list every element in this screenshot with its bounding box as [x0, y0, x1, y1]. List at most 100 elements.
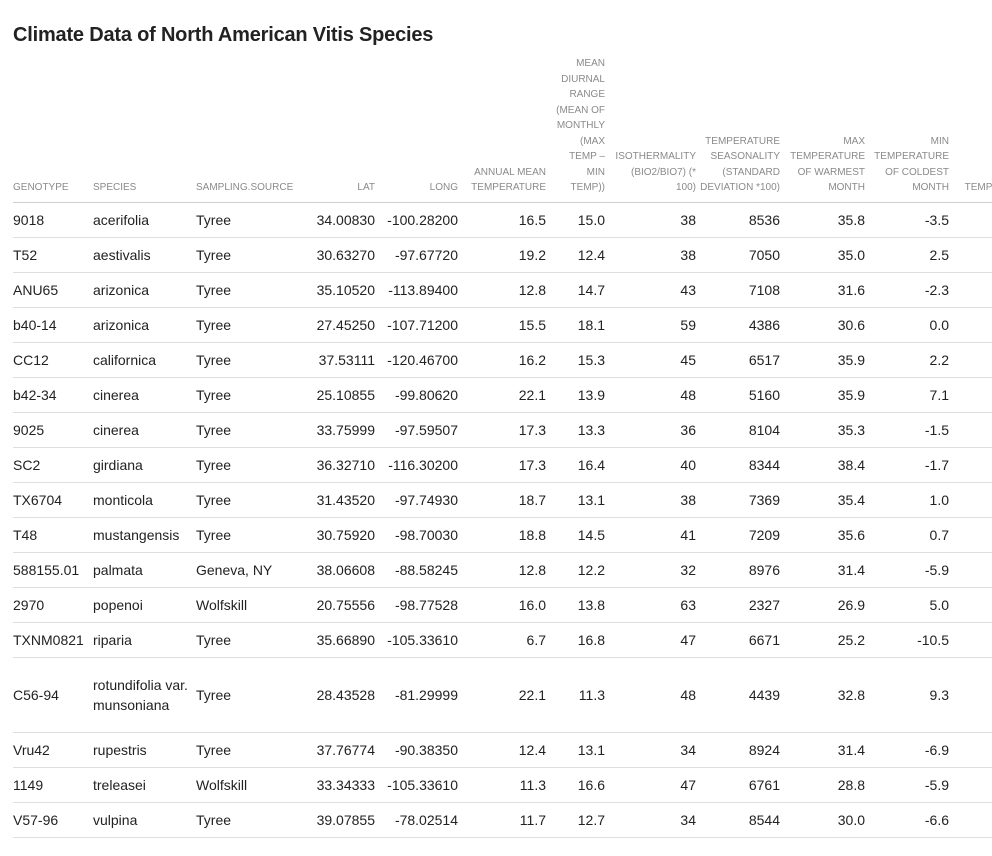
cell-long: -98.70030 — [375, 517, 458, 553]
cell-lat: 37.53111 — [304, 342, 375, 378]
cell-isothermality: 47 — [605, 622, 696, 658]
cell-min-temperature-coldest-month: -5.9 — [865, 552, 949, 588]
cell-lat: 25.10855 — [304, 377, 375, 413]
cell-min-temperature-coldest-month: 5.0 — [865, 587, 949, 623]
climate-data-table: GENOTYPE SPECIES SAMPLING.SOURCE LAT LONG ANN… — [13, 56, 992, 838]
cell-max-temperature-warmest-month: 25.2 — [780, 622, 865, 658]
cell-species: acerifolia — [93, 202, 196, 238]
table-row: V57-96 vulpina Tyree 39.07855 -78.02514 11.7 1… — [13, 802, 992, 838]
table-row: TXNM0821 riparia Tyree 35.66890 -105.33610 6.… — [13, 622, 992, 658]
cell-max-temperature-warmest-month: 28.8 — [780, 767, 865, 803]
cell-mean-diurnal-range: 16.4 — [546, 447, 605, 483]
cell-genotype: SC2 — [13, 447, 93, 483]
cell-isothermality: 38 — [605, 237, 696, 273]
table-row: Vru42 rupestris Tyree 37.76774 -90.38350 12.4… — [13, 732, 992, 768]
cell-temperature-annual-range — [949, 657, 992, 733]
cell-species: vulpina — [93, 802, 196, 838]
cell-max-temperature-warmest-month: 35.9 — [780, 377, 865, 413]
cell-sampling-source: Tyree — [196, 342, 304, 378]
cell-sampling-source: Tyree — [196, 657, 304, 733]
cell-mean-diurnal-range: 13.1 — [546, 482, 605, 518]
cell-temperature-seasonality: 7108 — [696, 272, 780, 308]
column-header-long: LONG — [375, 56, 458, 203]
cell-long: -100.28200 — [375, 202, 458, 238]
cell-annual-mean-temperature: 17.3 — [458, 447, 546, 483]
cell-species: riparia — [93, 622, 196, 658]
cell-temperature-seasonality: 8104 — [696, 412, 780, 448]
cell-mean-diurnal-range: 13.1 — [546, 732, 605, 768]
cell-isothermality: 36 — [605, 412, 696, 448]
cell-isothermality: 40 — [605, 447, 696, 483]
cell-sampling-source: Tyree — [196, 482, 304, 518]
cell-genotype: 9025 — [13, 412, 93, 448]
cell-max-temperature-warmest-month: 30.6 — [780, 307, 865, 343]
cell-mean-diurnal-range: 14.5 — [546, 517, 605, 553]
cell-genotype: C56-94 — [13, 657, 93, 733]
cell-isothermality: 38 — [605, 482, 696, 518]
cell-min-temperature-coldest-month: 0.0 — [865, 307, 949, 343]
cell-mean-diurnal-range: 12.4 — [546, 237, 605, 273]
cell-sampling-source: Tyree — [196, 202, 304, 238]
cell-temperature-seasonality: 8536 — [696, 202, 780, 238]
cell-annual-mean-temperature: 16.2 — [458, 342, 546, 378]
cell-min-temperature-coldest-month: -3.5 — [865, 202, 949, 238]
cell-temperature-seasonality: 7050 — [696, 237, 780, 273]
cell-lat: 20.75556 — [304, 587, 375, 623]
cell-species: palmata — [93, 552, 196, 588]
table-row: SC2 girdiana Tyree 36.32710 -116.30200 17.3 16… — [13, 447, 992, 483]
cell-lat: 39.07855 — [304, 802, 375, 838]
cell-max-temperature-warmest-month: 35.3 — [780, 412, 865, 448]
column-header-label: MAX TEMPERATURE OF WARMEST MONTH — [790, 135, 865, 194]
cell-long: -81.29999 — [375, 657, 458, 733]
cell-lat: 30.75920 — [304, 517, 375, 553]
cell-temperature-annual-range — [949, 622, 992, 658]
cell-isothermality: 41 — [605, 517, 696, 553]
cell-temperature-seasonality: 4439 — [696, 657, 780, 733]
column-header-label: MEAN DIURNAL RANGE (MEAN OF MONTHLY (MAX… — [556, 58, 605, 193]
cell-lat: 27.45250 — [304, 307, 375, 343]
cell-max-temperature-warmest-month: 35.9 — [780, 342, 865, 378]
cell-min-temperature-coldest-month: -5.9 — [865, 767, 949, 803]
cell-min-temperature-coldest-month: 0.7 — [865, 517, 949, 553]
cell-isothermality: 43 — [605, 272, 696, 308]
cell-lat: 31.43520 — [304, 482, 375, 518]
cell-temperature-annual-range — [949, 307, 992, 343]
cell-temperature-seasonality: 8344 — [696, 447, 780, 483]
cell-mean-diurnal-range: 15.3 — [546, 342, 605, 378]
table-row: CC12 californica Tyree 37.53111 -120.46700 16… — [13, 342, 992, 378]
table-body: 9018 acerifolia Tyree 34.00830 -100.28200 16.… — [13, 202, 992, 838]
cell-lat: 35.66890 — [304, 622, 375, 658]
cell-genotype: 2970 — [13, 587, 93, 623]
cell-isothermality: 47 — [605, 767, 696, 803]
cell-mean-diurnal-range: 15.0 — [546, 202, 605, 238]
cell-annual-mean-temperature: 6.7 — [458, 622, 546, 658]
cell-isothermality: 38 — [605, 202, 696, 238]
cell-sampling-source: Tyree — [196, 447, 304, 483]
table-row: b42-34 cinerea Tyree 25.10855 -99.80620 22.1 1… — [13, 377, 992, 413]
cell-mean-diurnal-range: 16.8 — [546, 622, 605, 658]
cell-temperature-seasonality: 2327 — [696, 587, 780, 623]
cell-long: -90.38350 — [375, 732, 458, 768]
cell-temperature-annual-range — [949, 767, 992, 803]
cell-temperature-seasonality: 7209 — [696, 517, 780, 553]
column-header-label: ANNUAL MEAN TEMPERATURE — [471, 166, 546, 194]
cell-min-temperature-coldest-month: -10.5 — [865, 622, 949, 658]
cell-sampling-source: Tyree — [196, 622, 304, 658]
column-header-label: LONG — [429, 182, 458, 193]
table-row: T52 aestivalis Tyree 30.63270 -97.67720 19.2 1… — [13, 237, 992, 273]
cell-lat: 30.63270 — [304, 237, 375, 273]
cell-sampling-source: Tyree — [196, 272, 304, 308]
cell-sampling-source: Tyree — [196, 517, 304, 553]
cell-species: popenoi — [93, 587, 196, 623]
cell-isothermality: 32 — [605, 552, 696, 588]
cell-max-temperature-warmest-month: 31.6 — [780, 272, 865, 308]
cell-mean-diurnal-range: 16.6 — [546, 767, 605, 803]
cell-genotype: T48 — [13, 517, 93, 553]
page: Climate Data of North American Vitis Spe… — [13, 22, 992, 838]
cell-sampling-source: Wolfskill — [196, 767, 304, 803]
cell-annual-mean-temperature: 12.8 — [458, 552, 546, 588]
cell-species: rotundifolia var. munsoniana — [93, 657, 196, 733]
cell-long: -98.77528 — [375, 587, 458, 623]
table-container: GENOTYPE SPECIES SAMPLING.SOURCE LAT LONG ANN… — [13, 56, 992, 838]
column-header-sampling-source: SAMPLING.SOURCE — [196, 56, 304, 203]
